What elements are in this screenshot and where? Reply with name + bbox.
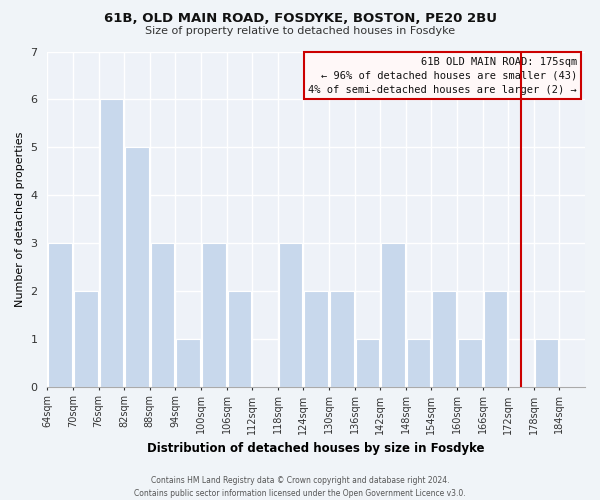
Bar bbox=[458, 339, 482, 386]
Bar bbox=[202, 243, 226, 386]
Bar bbox=[484, 291, 507, 386]
Y-axis label: Number of detached properties: Number of detached properties bbox=[15, 132, 25, 307]
Bar bbox=[151, 243, 175, 386]
Bar bbox=[125, 148, 149, 386]
Bar bbox=[381, 243, 405, 386]
Bar bbox=[176, 339, 200, 386]
Bar bbox=[433, 291, 456, 386]
Bar bbox=[356, 339, 379, 386]
X-axis label: Distribution of detached houses by size in Fosdyke: Distribution of detached houses by size … bbox=[148, 442, 485, 455]
Text: 61B, OLD MAIN ROAD, FOSDYKE, BOSTON, PE20 2BU: 61B, OLD MAIN ROAD, FOSDYKE, BOSTON, PE2… bbox=[104, 12, 497, 26]
Bar bbox=[227, 291, 251, 386]
Bar bbox=[304, 291, 328, 386]
Bar bbox=[407, 339, 430, 386]
Bar bbox=[535, 339, 559, 386]
Bar bbox=[100, 100, 123, 387]
Bar bbox=[279, 243, 302, 386]
Bar bbox=[49, 243, 72, 386]
Bar bbox=[74, 291, 98, 386]
Text: 61B OLD MAIN ROAD: 175sqm
← 96% of detached houses are smaller (43)
4% of semi-d: 61B OLD MAIN ROAD: 175sqm ← 96% of detac… bbox=[308, 56, 577, 96]
Text: Size of property relative to detached houses in Fosdyke: Size of property relative to detached ho… bbox=[145, 26, 455, 36]
Text: Contains HM Land Registry data © Crown copyright and database right 2024.
Contai: Contains HM Land Registry data © Crown c… bbox=[134, 476, 466, 498]
Bar bbox=[330, 291, 353, 386]
